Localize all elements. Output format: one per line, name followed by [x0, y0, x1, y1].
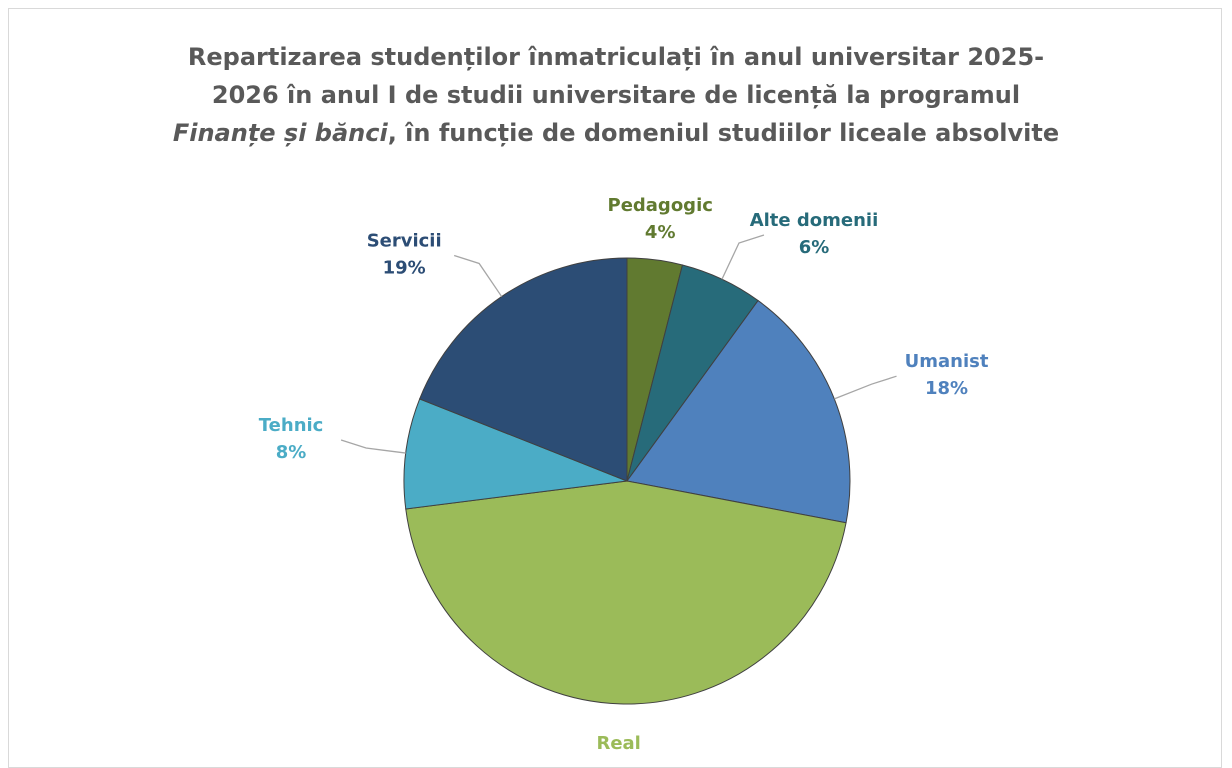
data-label-value: 8% [276, 442, 307, 463]
data-label-value: 4% [645, 222, 676, 243]
data-label-name: Tehnic [259, 415, 324, 436]
leader-line [722, 235, 764, 279]
data-label-name: Servicii [367, 230, 442, 251]
leader-line [834, 376, 896, 399]
leader-line [341, 440, 406, 453]
data-label-value: 18% [925, 378, 968, 399]
data-label-name: Real [596, 733, 640, 754]
data-label-name: Alte domenii [750, 210, 879, 231]
data-label-value: 19% [383, 257, 426, 278]
data-label-value: 6% [799, 237, 830, 258]
pie-slice [406, 481, 846, 704]
data-label-name: Umanist [905, 351, 989, 372]
leader-line [454, 255, 501, 296]
data-label-name: Pedagogic [608, 195, 713, 216]
